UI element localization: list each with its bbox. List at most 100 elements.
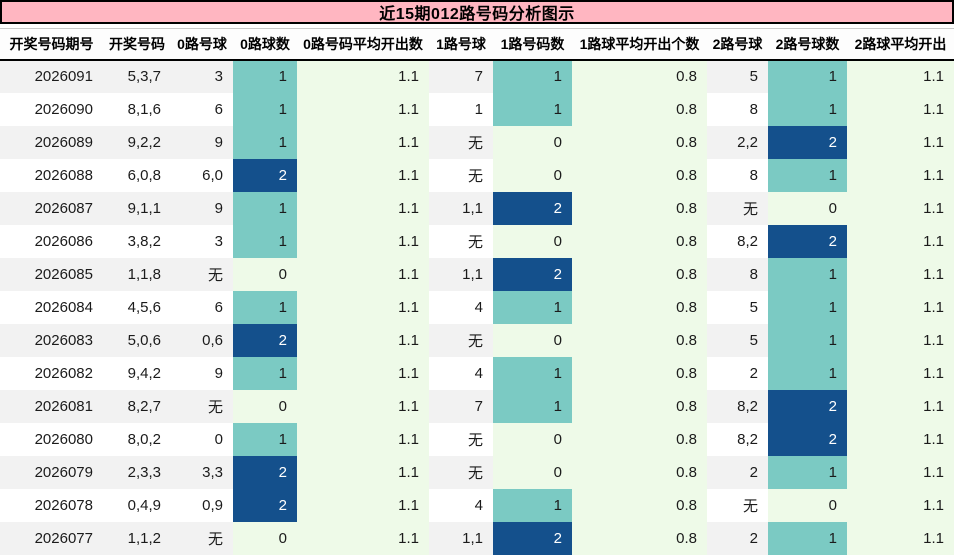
cell-road2-count: 1 [768,158,847,192]
cell-road1-avg: 0.8 [572,488,707,522]
cell-road2-count: 1 [768,290,847,324]
cell-draw-numbers: 0,4,9 [127,496,161,514]
cell-period: 2026081 [34,397,93,415]
header-draw-numbers: 开奖号码 [103,28,171,61]
cell-period: 2026087 [34,199,93,217]
cell-road0-count: 1 [233,125,297,159]
cell-road1-balls: 无 [467,431,483,449]
cell-period: 2026083 [34,331,93,349]
table-row: 2026089 9,2,2 9 1 1.1 无 0 0.8 2,2 2 1.1 [0,125,954,159]
cell-road2-count: 1 [768,323,847,357]
table-row: 2026090 8,1,6 6 1 1.1 1 1 0.8 8 1 1.1 [0,92,954,126]
cell-road2-balls: 8 [749,265,758,283]
cell-road2-avg: 1.1 [847,389,954,423]
cell-road2-avg: 1.1 [847,323,954,357]
cell-road1-avg: 0.8 [572,356,707,390]
cell-road0-count: 2 [233,323,297,357]
cell-road0-avg: 1.1 [297,521,429,555]
cell-road1-count: 1 [493,92,572,126]
cell-road0-balls: 0,9 [202,496,223,514]
cell-road1-count: 2 [493,521,572,555]
cell-draw-numbers: 1,1,8 [127,265,161,283]
cell-road1-count: 1 [493,290,572,324]
cell-road1-count: 1 [493,356,572,390]
cell-road1-avg: 0.8 [572,59,707,93]
cell-draw-numbers: 1,1,2 [127,529,161,547]
cell-road1-count: 1 [493,59,572,93]
cell-road1-balls: 4 [474,496,483,514]
cell-road1-balls: 1,1 [462,265,483,283]
cell-road1-avg: 0.8 [572,125,707,159]
table-row: 2026085 1,1,8 无 0 1.1 1,1 2 0.8 8 1 1.1 [0,257,954,291]
cell-draw-numbers: 9,4,2 [127,364,161,382]
cell-road1-count: 0 [493,125,572,159]
cell-road0-avg: 1.1 [297,224,429,258]
cell-road0-avg: 1.1 [297,323,429,357]
cell-road2-avg: 1.1 [847,422,954,456]
cell-draw-numbers: 3,8,2 [127,232,161,250]
cell-road0-balls: 9 [214,199,223,217]
cell-road2-avg: 1.1 [847,356,954,390]
table-row: 2026083 5,0,6 0,6 2 1.1 无 0 0.8 5 1 1.1 [0,323,954,357]
cell-road0-balls: 无 [207,398,223,416]
cell-road1-balls: 1,1 [462,529,483,547]
cell-road2-balls: 5 [749,298,758,316]
cell-road0-count: 1 [233,191,297,225]
cell-road0-count: 0 [233,389,297,423]
cell-draw-numbers: 5,0,6 [127,331,161,349]
cell-road0-balls: 6,0 [202,166,223,184]
cell-road2-avg: 1.1 [847,158,954,192]
cell-road2-balls: 8,2 [737,430,758,448]
cell-period: 2026080 [34,430,93,448]
cell-road2-count: 0 [768,488,847,522]
cell-road0-balls: 3 [214,68,223,85]
cell-road2-count: 1 [768,356,847,390]
cell-road1-count: 0 [493,224,572,258]
cell-road0-count: 1 [233,59,297,93]
cell-road2-balls: 5 [749,68,758,85]
cell-road0-avg: 1.1 [297,59,429,93]
header-road2-balls: 2路号球 [707,28,768,61]
cell-period: 2026091 [34,68,93,85]
cell-period: 2026084 [34,298,93,316]
cell-road2-avg: 1.1 [847,59,954,93]
cell-road0-avg: 1.1 [297,125,429,159]
cell-road0-avg: 1.1 [297,257,429,291]
cell-road1-balls: 1,1 [462,199,483,217]
cell-road1-count: 1 [493,389,572,423]
cell-road2-balls: 无 [742,200,758,218]
cell-draw-numbers: 9,1,1 [127,199,161,217]
cell-road2-count: 1 [768,92,847,126]
table-row: 2026082 9,4,2 9 1 1.1 4 1 0.8 2 1 1.1 [0,356,954,390]
cell-draw-numbers: 8,0,2 [127,430,161,448]
table-row: 2026077 1,1,2 无 0 1.1 1,1 2 0.8 2 1 1.1 [0,521,954,555]
cell-draw-numbers: 4,5,6 [127,298,161,316]
cell-road1-balls: 4 [474,298,483,316]
cell-road0-balls: 6 [214,100,223,118]
cell-road0-count: 0 [233,257,297,291]
cell-road1-avg: 0.8 [572,422,707,456]
cell-road0-balls: 9 [214,133,223,151]
cell-road2-avg: 1.1 [847,224,954,258]
cell-road2-avg: 1.1 [847,290,954,324]
cell-road0-count: 2 [233,455,297,489]
cell-road2-count: 2 [768,389,847,423]
cell-road0-balls: 6 [214,298,223,316]
cell-period: 2026079 [34,463,93,481]
header-road0-count: 0路球数 [233,28,297,61]
cell-road2-count: 1 [768,521,847,555]
table-row: 2026081 8,2,7 无 0 1.1 7 1 0.8 8,2 2 1.1 [0,389,954,423]
cell-road0-avg: 1.1 [297,191,429,225]
cell-road0-count: 2 [233,158,297,192]
cell-period: 2026089 [34,133,93,151]
title-banner: 近15期012路号码分析图示 [0,0,954,24]
cell-road0-count: 1 [233,422,297,456]
cell-road1-avg: 0.8 [572,257,707,291]
cell-road2-avg: 1.1 [847,92,954,126]
table-row: 2026080 8,0,2 0 1 1.1 无 0 0.8 8,2 2 1.1 [0,422,954,456]
cell-road1-balls: 7 [474,397,483,415]
cell-road0-count: 1 [233,92,297,126]
cell-road1-avg: 0.8 [572,290,707,324]
cell-period: 2026082 [34,364,93,382]
cell-road2-avg: 1.1 [847,257,954,291]
